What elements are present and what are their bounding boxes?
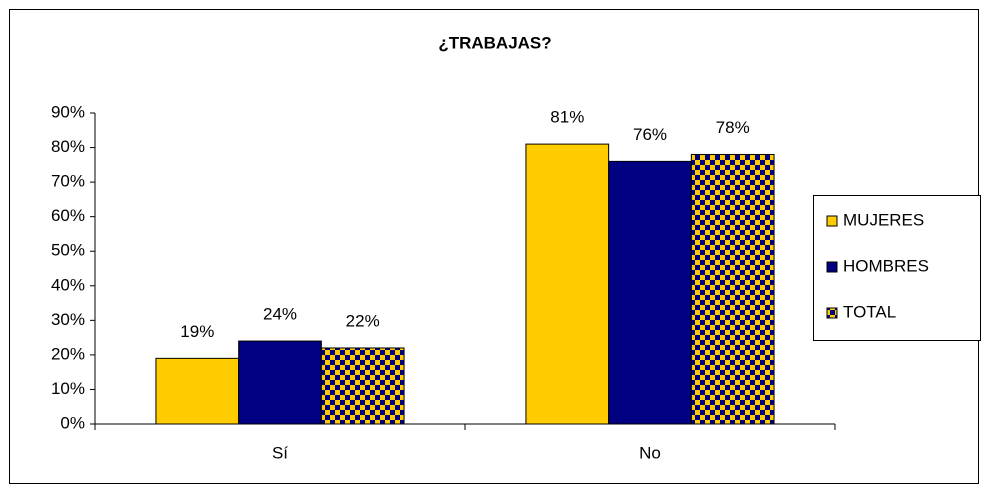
chart-title: ¿TRABAJAS? [438,33,551,52]
y-tick-label: 70% [51,172,85,191]
legend-label: TOTAL [843,302,896,321]
y-tick-label: 50% [51,241,85,260]
value-label: 81% [550,108,584,127]
y-tick-label: 40% [51,275,85,294]
value-label: 19% [180,322,214,341]
y-tick-label: 0% [60,413,85,432]
y-tick-label: 10% [51,379,85,398]
legend-box [813,195,981,341]
value-label: 22% [346,311,380,330]
legend-swatch [826,215,838,227]
legend-label: HOMBRES [843,256,929,275]
legend-swatch [826,261,838,273]
value-label: 24% [263,305,297,324]
bar [525,143,610,425]
value-label: 76% [633,125,667,144]
y-tick-label: 30% [51,310,85,329]
y-tick-label: 60% [51,206,85,225]
bar [238,340,322,425]
bar [608,160,692,425]
bar [155,357,240,425]
legend-label: MUJERES [843,210,924,229]
x-tick-label: No [639,443,661,462]
y-tick-label: 20% [51,344,85,363]
y-tick-label: 90% [51,102,85,121]
bar [690,153,775,425]
bar [320,347,405,425]
legend-swatch [826,307,838,319]
x-tick-label: Sí [272,443,288,462]
value-label: 78% [716,118,750,137]
y-tick-label: 80% [51,137,85,156]
